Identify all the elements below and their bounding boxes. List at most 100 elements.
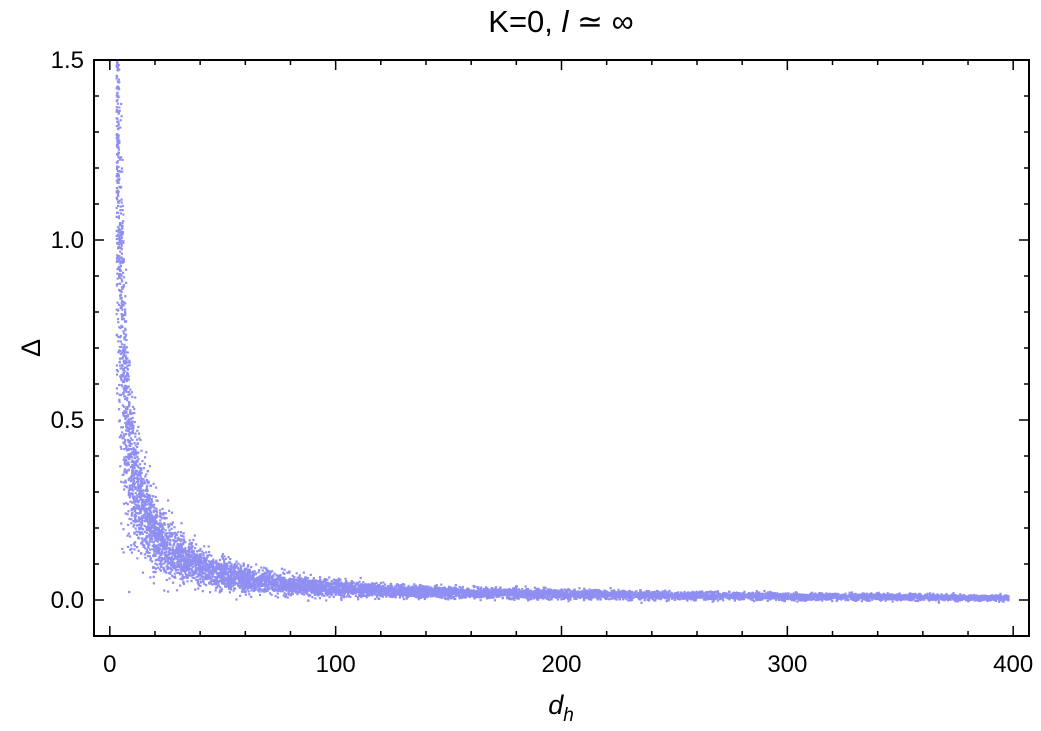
data-point	[132, 405, 135, 408]
data-point	[124, 360, 127, 363]
data-point	[360, 583, 363, 586]
data-point	[212, 563, 215, 566]
data-point	[135, 500, 138, 503]
data-point	[126, 386, 129, 389]
data-point	[345, 580, 348, 583]
data-point	[118, 109, 121, 112]
data-point	[390, 584, 393, 587]
data-point	[596, 598, 599, 601]
data-point	[188, 539, 191, 542]
data-point	[200, 580, 203, 583]
data-point	[493, 599, 497, 602]
data-point	[193, 576, 196, 580]
data-point	[240, 579, 243, 582]
data-point	[497, 588, 500, 591]
data-point	[130, 431, 133, 434]
data-point	[759, 593, 762, 596]
data-point	[116, 138, 119, 141]
data-point	[513, 598, 516, 601]
data-point	[247, 573, 250, 576]
data-point	[140, 526, 143, 529]
data-point	[479, 599, 482, 602]
data-point	[119, 394, 122, 397]
data-point	[639, 589, 642, 592]
data-point	[680, 591, 683, 594]
data-point	[167, 561, 170, 564]
data-point	[247, 590, 250, 593]
data-point	[133, 454, 136, 457]
data-point	[116, 140, 119, 143]
data-point	[1003, 599, 1006, 602]
data-point	[221, 571, 225, 574]
data-point	[162, 566, 165, 569]
data-point	[237, 573, 240, 576]
data-point	[260, 573, 263, 576]
data-point	[137, 519, 140, 523]
data-point	[400, 589, 403, 592]
data-point	[168, 524, 171, 527]
data-point	[141, 495, 144, 498]
data-point	[385, 593, 388, 596]
data-point	[133, 548, 136, 551]
data-point	[857, 598, 860, 602]
data-point	[136, 445, 139, 449]
data-point	[430, 586, 433, 589]
data-point	[148, 535, 151, 538]
data-point	[155, 499, 158, 502]
data-point	[188, 543, 191, 546]
data-point	[198, 578, 201, 581]
data-point	[168, 529, 171, 532]
data-point	[133, 523, 136, 526]
data-point	[192, 550, 195, 553]
data-point	[136, 476, 139, 479]
data-point	[123, 370, 126, 373]
data-point	[143, 537, 146, 541]
data-point	[127, 438, 130, 442]
data-point	[610, 595, 614, 598]
data-point	[778, 597, 781, 600]
data-point	[346, 593, 350, 596]
data-point	[441, 587, 444, 590]
data-point	[142, 507, 145, 510]
data-point	[150, 540, 153, 543]
data-point	[330, 585, 333, 588]
data-point	[160, 551, 163, 554]
data-point	[199, 547, 202, 551]
data-point	[216, 575, 219, 578]
data-point	[124, 407, 127, 410]
data-point	[125, 339, 128, 342]
data-point	[162, 558, 165, 561]
data-point	[300, 585, 304, 588]
data-point	[117, 408, 121, 411]
data-point	[632, 593, 635, 596]
data-point	[533, 586, 537, 589]
data-point	[137, 471, 140, 474]
data-point	[156, 528, 159, 531]
data-point	[556, 598, 560, 601]
data-point	[229, 588, 233, 591]
data-point	[485, 597, 489, 600]
data-point	[219, 576, 222, 580]
data-point	[133, 499, 136, 502]
data-point	[129, 548, 132, 551]
data-point	[235, 598, 238, 601]
data-point	[119, 205, 122, 208]
data-point	[339, 578, 342, 581]
data-point	[123, 366, 126, 369]
data-point	[202, 578, 205, 581]
data-point	[164, 559, 167, 562]
data-point	[208, 553, 211, 557]
data-point	[140, 449, 143, 452]
data-point	[173, 558, 176, 561]
data-point	[171, 561, 174, 564]
data-point	[407, 584, 410, 587]
data-point	[122, 355, 125, 358]
data-point	[142, 515, 145, 518]
data-point	[710, 591, 713, 594]
data-point	[119, 465, 122, 468]
data-point	[122, 412, 125, 415]
data-point	[119, 445, 122, 448]
data-point	[117, 124, 120, 127]
data-point	[568, 596, 571, 599]
data-point	[188, 574, 191, 577]
